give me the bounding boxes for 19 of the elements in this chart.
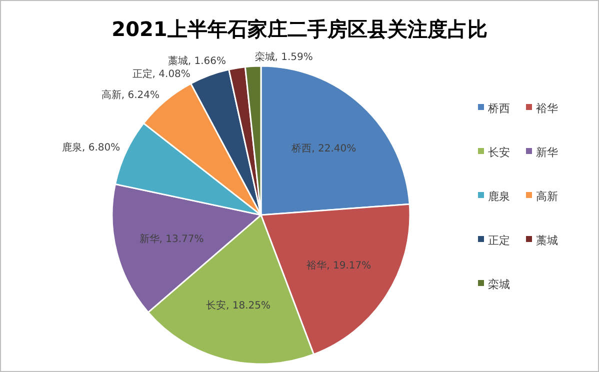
data-label: 裕华, 19.17% [306,260,372,272]
legend-label: 裕华 [536,102,558,115]
data-label: 鹿泉, 6.80% [62,141,120,154]
data-label: 高新, 6.24% [101,88,160,101]
legend-label: 新华 [536,146,558,159]
legend-label: 长安 [488,146,510,159]
data-label: 正定, 4.08% [132,68,190,80]
legend-label: 栾城 [488,278,510,291]
legend-label: 鹿泉 [488,190,510,203]
data-label: 藁城, 1.66% [168,55,226,67]
chart-title: 2021上半年石家庄二手房区县关注度占比 [112,17,488,41]
legend-label: 正定 [488,234,510,247]
legend-label: 高新 [536,190,558,203]
data-label: 长安, 18.25% [206,300,271,312]
legend-label: 桥西 [487,102,510,115]
data-label: 栾城, 1.59% [254,51,313,64]
data-label: 新华, 13.77% [139,233,204,246]
data-label: 桥西, 22.40% [290,142,356,154]
legend-label: 藁城 [536,234,558,247]
